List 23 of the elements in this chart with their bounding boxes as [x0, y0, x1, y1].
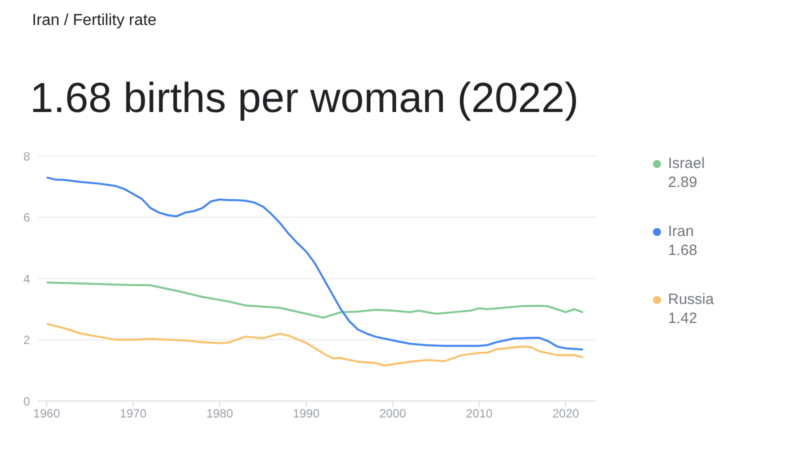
legend-label: Russia	[668, 290, 714, 309]
x-tick-label: 2000	[379, 406, 406, 421]
line-series	[46, 176, 584, 351]
text: 2.89	[668, 173, 698, 192]
y-tick-label: 0	[23, 394, 30, 408]
x-tick-label: 2020	[552, 406, 580, 421]
text: 1.42	[668, 309, 698, 328]
chart-title: 1.68 births per woman (2022)	[30, 74, 579, 122]
y-tick-label: 2	[23, 333, 30, 348]
text: 1.68	[668, 241, 698, 260]
x-tick-label: 1990	[292, 406, 320, 421]
x-tick-label: 2010	[466, 406, 493, 421]
line-series	[46, 322, 584, 366]
y-tick-label: 6	[23, 210, 30, 225]
x-tick-label: 1960	[33, 406, 60, 421]
legend-label: Iran	[668, 222, 695, 241]
x-tick-label: 1980	[206, 406, 234, 421]
line-series	[46, 281, 584, 319]
x-tick-label: 1970	[120, 406, 147, 421]
y-tick-label: 8	[23, 149, 30, 164]
y-tick-label: 4	[23, 272, 30, 286]
chart-subtitle: Iran / Fertility rate	[32, 12, 156, 30]
legend-label: Israel	[668, 154, 705, 173]
